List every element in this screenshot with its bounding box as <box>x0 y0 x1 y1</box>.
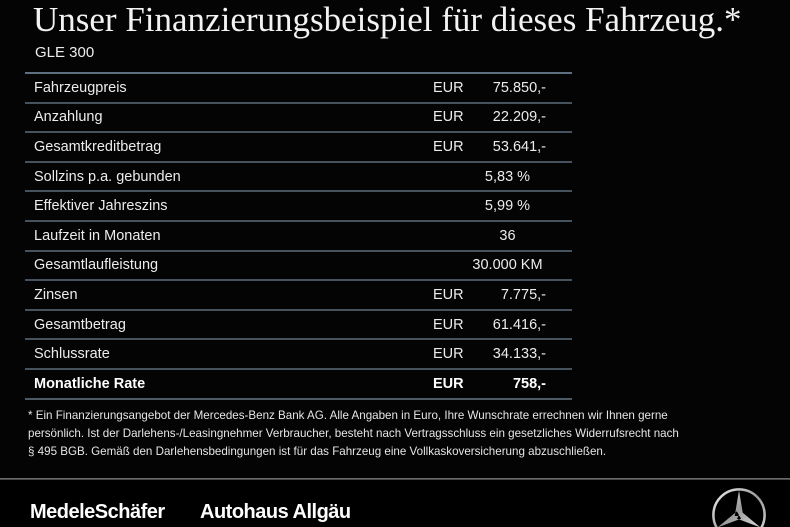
footer-bar: MedeleSchäfer Autohaus Allgäu <box>0 480 790 527</box>
row-label: Monatliche Rate <box>34 375 146 392</box>
row-value: 758,- <box>512 375 546 392</box>
vehicle-model-label: GLE 300 <box>35 44 95 61</box>
row-currency: EUR <box>433 316 464 333</box>
row-value: 30.000 KM <box>472 257 543 274</box>
table-row-effektiver-jahreszins: Effektiver Jahreszins 5,99 % <box>25 190 572 220</box>
row-label: Schlussrate <box>34 346 110 363</box>
financing-table: Fahrzeugpreis EUR 75.850,- Anzahlung EUR… <box>25 72 572 400</box>
row-label: Fahrzeugpreis <box>34 79 127 96</box>
row-currency: EUR <box>433 375 464 392</box>
row-currency: EUR <box>433 346 464 363</box>
row-value: 5,99 % <box>484 198 531 215</box>
footnote-line-2: persönlich. Ist der Darlehens-/Leasingne… <box>28 427 679 440</box>
row-label: Sollzins p.a. gebunden <box>34 168 181 185</box>
table-row-sollzins: Sollzins p.a. gebunden 5,83 % <box>25 160 572 191</box>
row-value: 53.641,- <box>492 138 546 155</box>
table-row-fahrzeugpreis: Fahrzeugpreis EUR 75.850,- <box>25 72 572 102</box>
row-label: Effektiver Jahreszins <box>34 198 168 215</box>
footer-divider <box>0 478 790 480</box>
row-currency: EUR <box>433 109 464 126</box>
table-row-laufzeit: Laufzeit in Monaten 36 <box>25 219 572 250</box>
row-currency: EUR <box>433 79 464 96</box>
table-row-anzahlung: Anzahlung EUR 22.209,- <box>25 101 572 132</box>
row-value: 36 <box>499 227 516 244</box>
row-label: Laufzeit in Monaten <box>34 227 161 244</box>
row-value: 61.416,- <box>492 316 546 333</box>
table-row-gesamtkreditbetrag: Gesamtkreditbetrag EUR 53.641,- <box>25 131 572 161</box>
table-row-gesamtbetrag: Gesamtbetrag EUR 61.416,- <box>25 308 572 339</box>
row-value: 75.850,- <box>492 79 546 96</box>
row-label: Anzahlung <box>34 109 103 126</box>
row-value: 22.209,- <box>492 109 546 126</box>
table-row-schlussrate: Schlussrate EUR 34.133,- <box>25 338 572 368</box>
row-value: 7.775,- <box>500 286 546 303</box>
page-title: Unser Finanzierungsbeispiel für dieses F… <box>33 0 742 39</box>
table-row-zinsen: Zinsen EUR 7.775,- <box>25 279 572 309</box>
footnote-line-3: § 495 BGB. Gemäß den Darlehensbedingunge… <box>28 445 607 458</box>
table-row-monatliche-rate: Monatliche Rate EUR 758,- <box>25 367 572 398</box>
footnote-line-1: * Ein Finanzierungsangebot der Mercedes-… <box>28 409 668 422</box>
table-row-gesamtlaufleistung: Gesamtlaufleistung 30.000 KM <box>25 249 572 280</box>
row-label: Gesamtlaufleistung <box>34 257 159 274</box>
row-label: Gesamtbetrag <box>34 316 126 333</box>
row-currency: EUR <box>433 138 464 155</box>
dealer-logo-medeleschaefer: MedeleSchäfer <box>30 501 165 523</box>
row-label: Gesamtkreditbetrag <box>34 138 162 155</box>
row-value: 34.133,- <box>492 346 546 363</box>
legal-footnote: * Ein Finanzierungsangebot der Mercedes-… <box>28 407 768 461</box>
row-value: 5,83 % <box>484 168 531 185</box>
dealer-logo-autohaus-allgaeu: Autohaus Allgäu <box>200 501 351 523</box>
mercedes-benz-star-icon <box>710 486 768 527</box>
row-currency: EUR <box>433 286 464 303</box>
row-label: Zinsen <box>34 286 78 303</box>
